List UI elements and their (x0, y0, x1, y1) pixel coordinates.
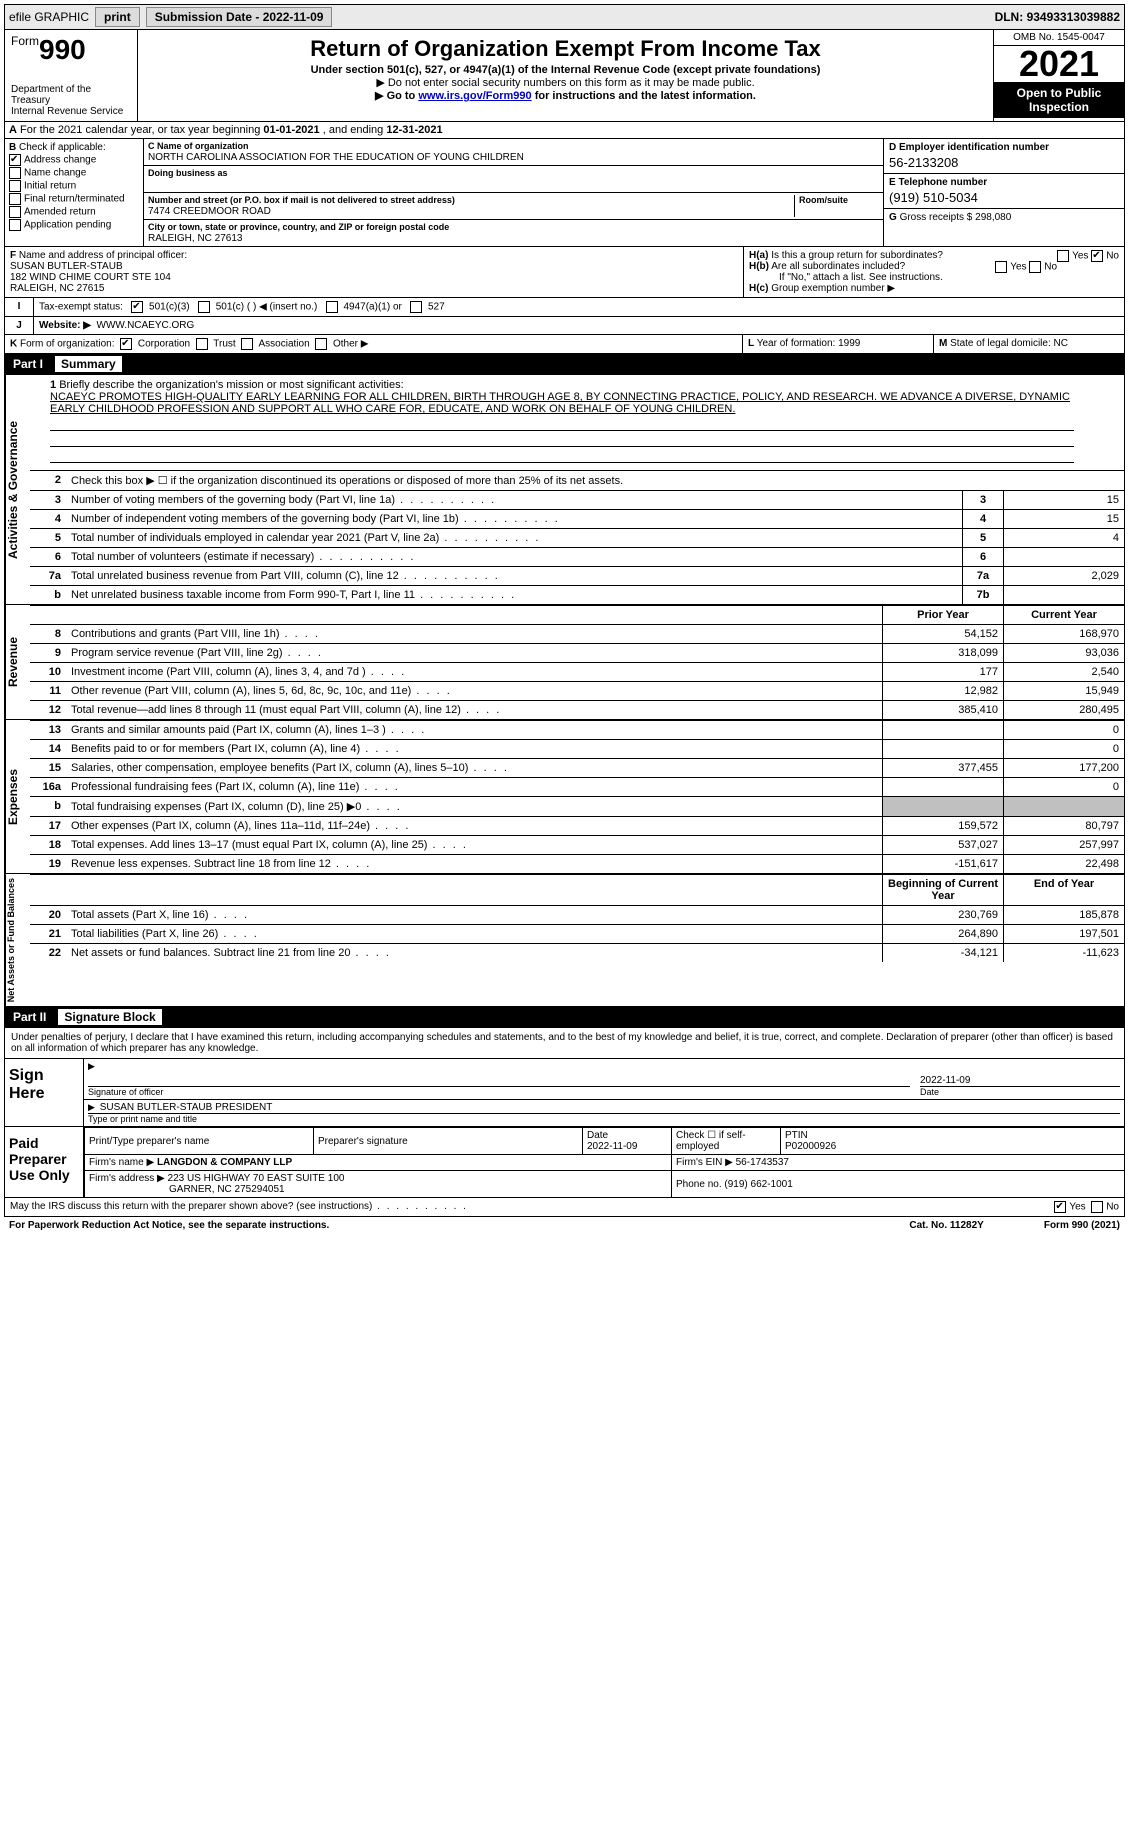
net-assets-table: Beginning of Current YearEnd of Year20To… (30, 874, 1124, 962)
footer-row: For Paperwork Reduction Act Notice, see … (4, 1217, 1125, 1234)
section-bcd: B Check if applicable: Address change Na… (4, 139, 1125, 247)
governance-table: 2Check this box ▶ ☐ if the organization … (30, 470, 1124, 604)
form-title-box: Return of Organization Exempt From Incom… (138, 30, 993, 121)
mission-block: 1 Briefly describe the organization's mi… (30, 375, 1124, 470)
firm-name: LANGDON & COMPANY LLP (157, 1157, 292, 1168)
501c3-checkbox[interactable] (131, 301, 143, 313)
firm-phone: (919) 662-1001 (724, 1179, 792, 1190)
initial-return-checkbox[interactable] (9, 180, 21, 192)
expenses-table: 13Grants and similar amounts paid (Part … (30, 720, 1124, 873)
col-c-org-info: C Name of organization NORTH CAROLINA AS… (144, 139, 883, 246)
section-fh: F Name and address of principal officer:… (4, 247, 1125, 298)
sign-here-label: Sign Here (5, 1059, 84, 1126)
hb-no-checkbox[interactable] (1029, 261, 1041, 273)
phone: (919) 510-5034 (889, 190, 1119, 205)
website: WWW.NCAEYC.ORG (97, 320, 195, 331)
hb-yes-checkbox[interactable] (995, 261, 1007, 273)
form-number-box: Form990 Department of the Treasury Inter… (5, 30, 138, 121)
ha-no-checkbox[interactable] (1091, 250, 1103, 262)
side-label-expenses: Expenses (5, 720, 30, 873)
submission-date-button[interactable]: Submission Date - 2022-11-09 (146, 7, 333, 27)
firm-ein: 56-1743537 (736, 1157, 789, 1168)
side-label-net-assets: Net Assets or Fund Balances (5, 874, 30, 1006)
ha-yes-checkbox[interactable] (1057, 250, 1069, 262)
street-address: 7474 CREEDMOOR ROAD (148, 206, 271, 217)
efile-label: efile GRAPHIC (9, 10, 89, 24)
name-change-checkbox[interactable] (9, 167, 21, 179)
ein: 56-2133208 (889, 155, 1119, 170)
group-return: H(a) Is this a group return for subordin… (743, 247, 1124, 297)
year-formation: 1999 (838, 338, 860, 349)
dln-label: DLN: 93493313039882 (995, 10, 1120, 24)
application-pending-checkbox[interactable] (9, 219, 21, 231)
trust-checkbox[interactable] (196, 338, 208, 350)
row-a-calendar-year: A For the 2021 calendar year, or tax yea… (4, 122, 1125, 139)
form-year-box: OMB No. 1545-0047 2021 Open to Public In… (993, 30, 1124, 121)
form-subtitle-3: ▶ Go to www.irs.gov/Form990 for instruct… (142, 89, 989, 102)
assoc-checkbox[interactable] (241, 338, 253, 350)
ptin: P02000926 (785, 1141, 836, 1152)
discuss-yes-checkbox[interactable] (1054, 1201, 1066, 1213)
gross-receipts: 298,080 (975, 212, 1011, 223)
col-d-ein: D Employer identification number 56-2133… (883, 139, 1124, 246)
signature-block: Under penalties of perjury, I declare th… (4, 1028, 1125, 1198)
form-subtitle-1: Under section 501(c), 527, or 4947(a)(1)… (142, 64, 989, 76)
section-klm: K Form of organization: Corporation Trus… (4, 335, 1125, 354)
corp-checkbox[interactable] (120, 338, 132, 350)
section-i: I Tax-exempt status: 501(c)(3) 501(c) ( … (4, 298, 1125, 317)
print-button[interactable]: print (95, 7, 140, 27)
amended-return-checkbox[interactable] (9, 206, 21, 218)
discuss-row: May the IRS discuss this return with the… (4, 1198, 1125, 1217)
revenue-block: Revenue Prior YearCurrent Year8Contribut… (4, 605, 1125, 720)
4947-checkbox[interactable] (326, 301, 338, 313)
open-to-public: Open to Public Inspection (994, 82, 1124, 118)
form-title: Return of Organization Exempt From Incom… (142, 36, 989, 62)
527-checkbox[interactable] (410, 301, 422, 313)
other-checkbox[interactable] (315, 338, 327, 350)
501c-checkbox[interactable] (198, 301, 210, 313)
dept-label: Department of the Treasury (11, 84, 131, 106)
irs-link[interactable]: www.irs.gov/Form990 (418, 90, 531, 102)
org-name: NORTH CAROLINA ASSOCIATION FOR THE EDUCA… (148, 152, 524, 163)
address-change-checkbox[interactable] (9, 154, 21, 166)
form-header: Form990 Department of the Treasury Inter… (4, 30, 1125, 122)
part-1-header: Part I Summary (4, 354, 1125, 375)
city-state-zip: RALEIGH, NC 27613 (148, 233, 243, 244)
side-label-revenue: Revenue (5, 605, 30, 719)
final-return-checkbox[interactable] (9, 193, 21, 205)
part-2-header: Part II Signature Block (4, 1007, 1125, 1028)
tax-year: 2021 (994, 46, 1124, 82)
preparer-table: Print/Type preparer's name Preparer's si… (84, 1127, 1124, 1197)
principal-officer: F Name and address of principal officer:… (5, 247, 743, 297)
section-j: J Website: ▶ WWW.NCAEYC.ORG (4, 317, 1125, 335)
mission-text: NCAEYC PROMOTES HIGH-QUALITY EARLY LEARN… (50, 391, 1070, 415)
sign-date: 2022-11-09 (920, 1075, 970, 1086)
state-domicile: NC (1054, 338, 1068, 349)
declaration-text: Under penalties of perjury, I declare th… (5, 1028, 1124, 1058)
net-assets-block: Net Assets or Fund Balances Beginning of… (4, 874, 1125, 1007)
officer-name: SUSAN BUTLER-STAUB PRESIDENT (100, 1102, 273, 1113)
top-bar: efile GRAPHIC print Submission Date - 20… (4, 4, 1125, 30)
revenue-table: Prior YearCurrent Year8Contributions and… (30, 605, 1124, 719)
paid-preparer-label: Paid Preparer Use Only (5, 1127, 84, 1197)
col-b-checkboxes: B Check if applicable: Address change Na… (5, 139, 144, 246)
side-label-governance: Activities & Governance (5, 375, 30, 604)
discuss-no-checkbox[interactable] (1091, 1201, 1103, 1213)
expenses-block: Expenses 13Grants and similar amounts pa… (4, 720, 1125, 874)
part-1-body: Activities & Governance 1 Briefly descri… (4, 375, 1125, 605)
irs-label: Internal Revenue Service (11, 106, 131, 117)
form-subtitle-2: ▶ Do not enter social security numbers o… (142, 76, 989, 89)
